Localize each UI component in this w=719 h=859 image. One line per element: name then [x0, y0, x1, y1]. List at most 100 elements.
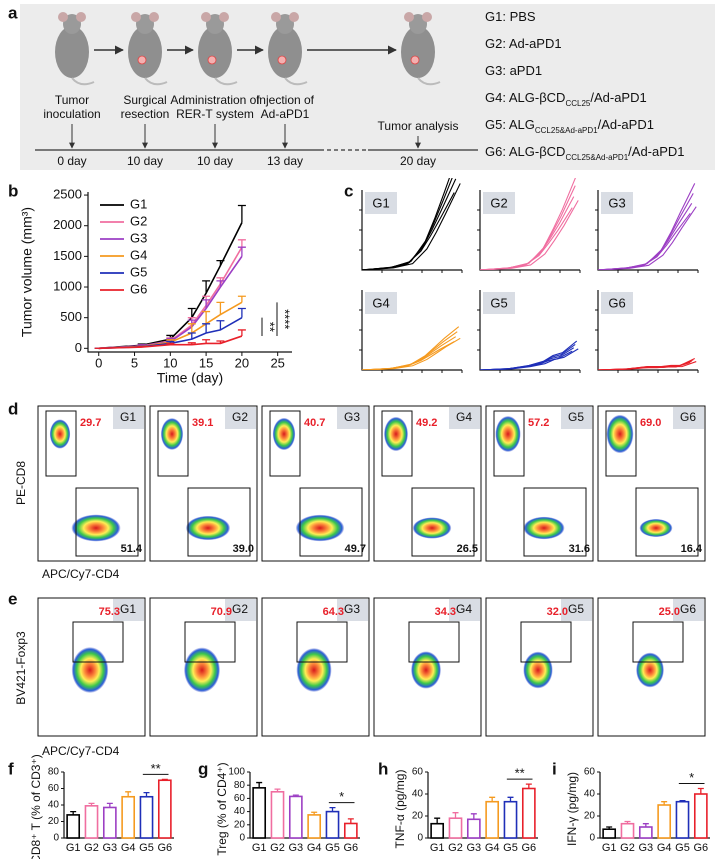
group-tag — [601, 192, 633, 214]
group-after: /Ad-aPD1 — [628, 144, 684, 159]
mouse-tail — [71, 77, 95, 86]
mouse-ear — [404, 12, 414, 22]
error-bar — [624, 820, 631, 824]
axes — [87, 192, 292, 353]
error-bar — [202, 339, 211, 344]
x-tick-label: G3 — [466, 842, 481, 854]
error-bar — [70, 810, 77, 815]
y-tick-label: 0 — [417, 833, 423, 844]
group-legend: G5: ALGCCL25&Ad-aPD1/Ad-aPD1 — [485, 117, 654, 134]
mouse-curve — [481, 178, 576, 270]
axes — [249, 772, 360, 839]
error-bar — [311, 811, 318, 815]
gate-percent: 39.1 — [192, 417, 213, 429]
population — [410, 651, 442, 689]
x-tick-label: G2 — [84, 842, 99, 854]
mouse-tail — [417, 77, 441, 86]
error-bar — [237, 204, 246, 223]
mouse-curve — [362, 178, 453, 270]
mouse-body — [198, 26, 232, 78]
group-legend: G1: PBS — [485, 9, 536, 24]
error-bar — [202, 323, 211, 333]
bar — [307, 814, 322, 839]
gate — [72, 621, 124, 663]
x-tick-label: G5 — [139, 842, 154, 854]
gate — [296, 621, 348, 663]
bar — [485, 800, 500, 839]
x-axis-label: APC/Cy7-CD4 — [42, 744, 120, 758]
y-axis-label: IFN-γ (pg/mg) — [565, 772, 579, 846]
error-bar — [216, 320, 225, 330]
y-axis-label: TNF-α (pg/mg) — [393, 770, 407, 849]
axes — [63, 772, 174, 839]
error-bar — [347, 818, 354, 824]
bar — [620, 822, 635, 839]
mouse-tail — [144, 77, 168, 86]
group-tag-label: G2 — [232, 602, 248, 616]
y-tick-label: 60 — [412, 767, 424, 778]
group-tag — [225, 599, 256, 621]
x-tick-label: G5 — [675, 842, 690, 854]
significance: ** — [151, 761, 161, 776]
legend-label: G4 — [130, 247, 147, 262]
y-tick-label: 1000 — [53, 278, 82, 293]
gate-percent: 31.6 — [569, 543, 590, 555]
step-label: Surgical — [123, 93, 166, 107]
gate — [523, 487, 587, 557]
error-bar — [216, 260, 225, 266]
bar — [102, 806, 117, 839]
x-tick-label: 10 — [163, 355, 177, 370]
gate — [381, 410, 413, 477]
x-tick-label: 0 — [95, 355, 102, 370]
x-tick-label: 15 — [199, 355, 213, 370]
x-tick-label: G2 — [448, 842, 463, 854]
bar — [693, 793, 708, 839]
x-tick-label: G6 — [693, 842, 708, 854]
tumor — [207, 55, 217, 65]
y-tick-label: 40 — [234, 806, 246, 817]
group-after: /Ad-aPD1 — [598, 117, 654, 132]
y-tick-label: 60 — [48, 783, 60, 794]
step-label: resection — [121, 107, 170, 121]
x-tick-label: G1 — [66, 842, 81, 854]
population — [295, 514, 345, 542]
mouse-ear — [289, 12, 299, 22]
error-bar — [237, 239, 246, 248]
gate — [299, 487, 363, 557]
group-tag — [483, 192, 515, 214]
y-tick-label: 40 — [584, 789, 596, 800]
population — [185, 515, 231, 541]
group-text: G4: ALG-βCD — [485, 90, 565, 105]
error-bar — [216, 280, 225, 288]
bar — [270, 790, 285, 839]
error-bar — [125, 791, 132, 797]
error-bar — [106, 802, 113, 808]
error-bar — [187, 307, 196, 318]
y-axis-label: Tumor volume (mm³) — [19, 207, 35, 337]
mouse-ear — [76, 12, 86, 22]
mouse-body — [55, 26, 89, 78]
gate-percent: 26.5 — [457, 543, 478, 555]
panel-letter: g — [198, 759, 208, 778]
error-bar — [216, 340, 225, 344]
panel-letter: i — [552, 759, 557, 778]
x-tick-label: G5 — [325, 842, 340, 854]
gate — [632, 621, 684, 663]
legend-label: G6 — [130, 281, 147, 296]
gate-percent: 34.3 — [435, 606, 456, 618]
group-tag-label: G4 — [456, 410, 472, 424]
x-tick-label: G4 — [121, 842, 136, 854]
gate — [184, 621, 236, 663]
legend-label: G5 — [130, 264, 147, 279]
error-bar — [216, 301, 225, 315]
mouse-ear — [58, 12, 68, 22]
panel-letter: h — [378, 759, 388, 778]
error-bar — [161, 778, 168, 781]
population — [71, 514, 121, 542]
y-tick-label: 60 — [234, 793, 246, 804]
x-tick-label: G1 — [252, 842, 267, 854]
gate-percent: 25.0 — [659, 606, 680, 618]
panel-a-background — [20, 4, 715, 170]
day-label: 0 day — [57, 154, 86, 168]
